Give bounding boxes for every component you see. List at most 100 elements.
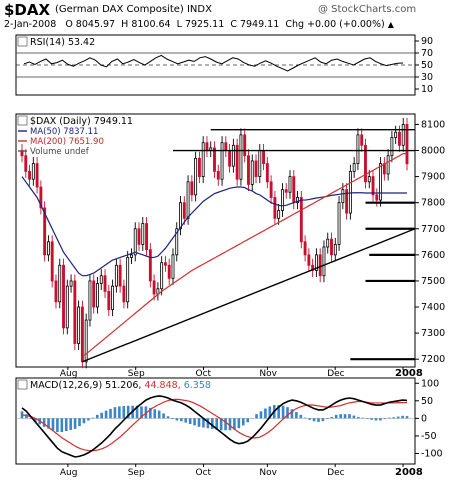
macd-histogram-bar bbox=[64, 418, 68, 432]
candle-body bbox=[386, 155, 390, 175]
macd-histogram-bar bbox=[405, 416, 409, 419]
candle-body bbox=[216, 170, 220, 180]
candle-body bbox=[114, 264, 118, 287]
price-tick-label: 7400 bbox=[421, 302, 445, 313]
macd-tick-label: -50 bbox=[421, 431, 437, 442]
macd-tick-label: -100 bbox=[421, 448, 443, 459]
macd-histogram-bar bbox=[290, 409, 294, 419]
macd-histogram-bar bbox=[374, 418, 378, 421]
price-tick-label: 7300 bbox=[421, 328, 445, 339]
price-tick-label: 7600 bbox=[421, 250, 445, 261]
legend-entry: MA(200) 7651.90 bbox=[30, 137, 104, 147]
candle-body bbox=[92, 280, 96, 308]
candle-body bbox=[360, 134, 364, 146]
candle-body bbox=[28, 170, 31, 180]
macd-histogram-bar bbox=[219, 418, 223, 431]
candle-body bbox=[299, 197, 303, 243]
candle-body bbox=[99, 275, 103, 284]
macd-legend-swatch bbox=[17, 379, 28, 390]
macd-x-label: 2008 bbox=[395, 467, 423, 478]
price-x-label: Sep bbox=[128, 369, 145, 379]
candle-body bbox=[296, 197, 299, 204]
candle-body bbox=[265, 163, 269, 183]
macd-histogram-bar bbox=[286, 407, 289, 419]
candle-body bbox=[111, 285, 115, 311]
macd-histogram-bar bbox=[166, 416, 170, 419]
macd-histogram-bar bbox=[326, 418, 329, 420]
macd-histogram-bar bbox=[171, 418, 174, 420]
quote-change: Chg +0.00 (+0.00%) bbox=[285, 19, 385, 30]
legend-entry: MA(50) 7837.11 bbox=[30, 127, 98, 137]
macd-histogram-bar bbox=[56, 418, 59, 433]
price-x-label: 2008 bbox=[395, 368, 423, 379]
macd-histogram-bar bbox=[299, 414, 303, 419]
rsi-legend-swatch bbox=[17, 36, 28, 47]
candle-body bbox=[137, 228, 141, 245]
candle-body bbox=[311, 264, 315, 271]
macd-histogram-bar bbox=[193, 418, 196, 426]
candle-body bbox=[318, 254, 322, 277]
candle-body bbox=[231, 144, 235, 167]
candle-body bbox=[171, 254, 175, 279]
candle-body bbox=[390, 137, 394, 157]
macd-histogram-bar bbox=[69, 418, 72, 430]
candle-body bbox=[103, 275, 107, 292]
candle-body bbox=[379, 163, 383, 201]
ticker-symbol: $DAX bbox=[4, 1, 51, 19]
macd-histogram-bar bbox=[78, 418, 81, 427]
macd-histogram-bar bbox=[95, 414, 99, 419]
macd-histogram-bar bbox=[118, 406, 121, 419]
macd-histogram-bar bbox=[87, 418, 90, 421]
candle-body bbox=[122, 285, 126, 303]
macd-histogram-bar bbox=[334, 414, 338, 419]
price-tick-label: 8000 bbox=[421, 146, 445, 157]
price-x-label: Aug bbox=[60, 369, 78, 379]
macd-histogram-bar bbox=[184, 418, 188, 423]
candle-body bbox=[201, 142, 205, 177]
macd-histogram-bar bbox=[383, 418, 387, 420]
candle-body bbox=[258, 150, 262, 177]
macd-histogram-bar bbox=[379, 418, 382, 421]
stockcharts-watermark[interactable]: @ StockCharts.com bbox=[318, 4, 417, 15]
candle-body bbox=[194, 157, 198, 196]
candle-body bbox=[247, 155, 250, 185]
macd-histogram-bar bbox=[365, 418, 369, 419]
candle-body bbox=[80, 306, 84, 363]
price-legend-swatch bbox=[17, 115, 28, 126]
candle-body bbox=[175, 228, 179, 256]
candle-body bbox=[401, 124, 405, 146]
candle-body bbox=[96, 283, 99, 308]
macd-histogram-bar bbox=[277, 405, 280, 419]
macd-histogram-bar bbox=[228, 418, 232, 431]
candle-body bbox=[54, 280, 58, 303]
macd-histogram-bar bbox=[255, 414, 258, 419]
macd-histogram-bar bbox=[149, 407, 152, 419]
macd-histogram-bar bbox=[109, 408, 112, 419]
ticker-name: (German DAX Composite) INDX bbox=[55, 4, 212, 15]
macd-histogram-bar bbox=[357, 416, 360, 419]
macd-histogram-bar bbox=[224, 418, 227, 431]
macd-histogram-bar bbox=[42, 418, 46, 427]
price-x-label: Dec bbox=[327, 369, 344, 379]
macd-histogram-bar bbox=[73, 418, 77, 429]
candle-body bbox=[107, 290, 111, 311]
candle-body bbox=[239, 134, 243, 180]
macd-histogram-bar bbox=[317, 418, 320, 422]
candle-body bbox=[281, 189, 284, 211]
candle-body bbox=[348, 170, 352, 214]
macd-histogram-bar bbox=[330, 416, 334, 419]
candle-body bbox=[228, 150, 232, 167]
macd-histogram-bar bbox=[29, 418, 33, 419]
candle-body bbox=[273, 197, 277, 219]
candle-body bbox=[62, 264, 65, 329]
macd-histogram-bar bbox=[113, 407, 117, 419]
candle-body bbox=[341, 189, 345, 204]
candle-body bbox=[322, 246, 326, 277]
macd-x-label: Sep bbox=[128, 468, 145, 478]
candle-body bbox=[35, 163, 39, 188]
uptrend-line bbox=[82, 228, 416, 363]
price-label: $DAX (Daily) 7949.11 bbox=[30, 116, 133, 127]
candle-body bbox=[205, 142, 209, 151]
macd-histogram-bar bbox=[241, 418, 245, 426]
